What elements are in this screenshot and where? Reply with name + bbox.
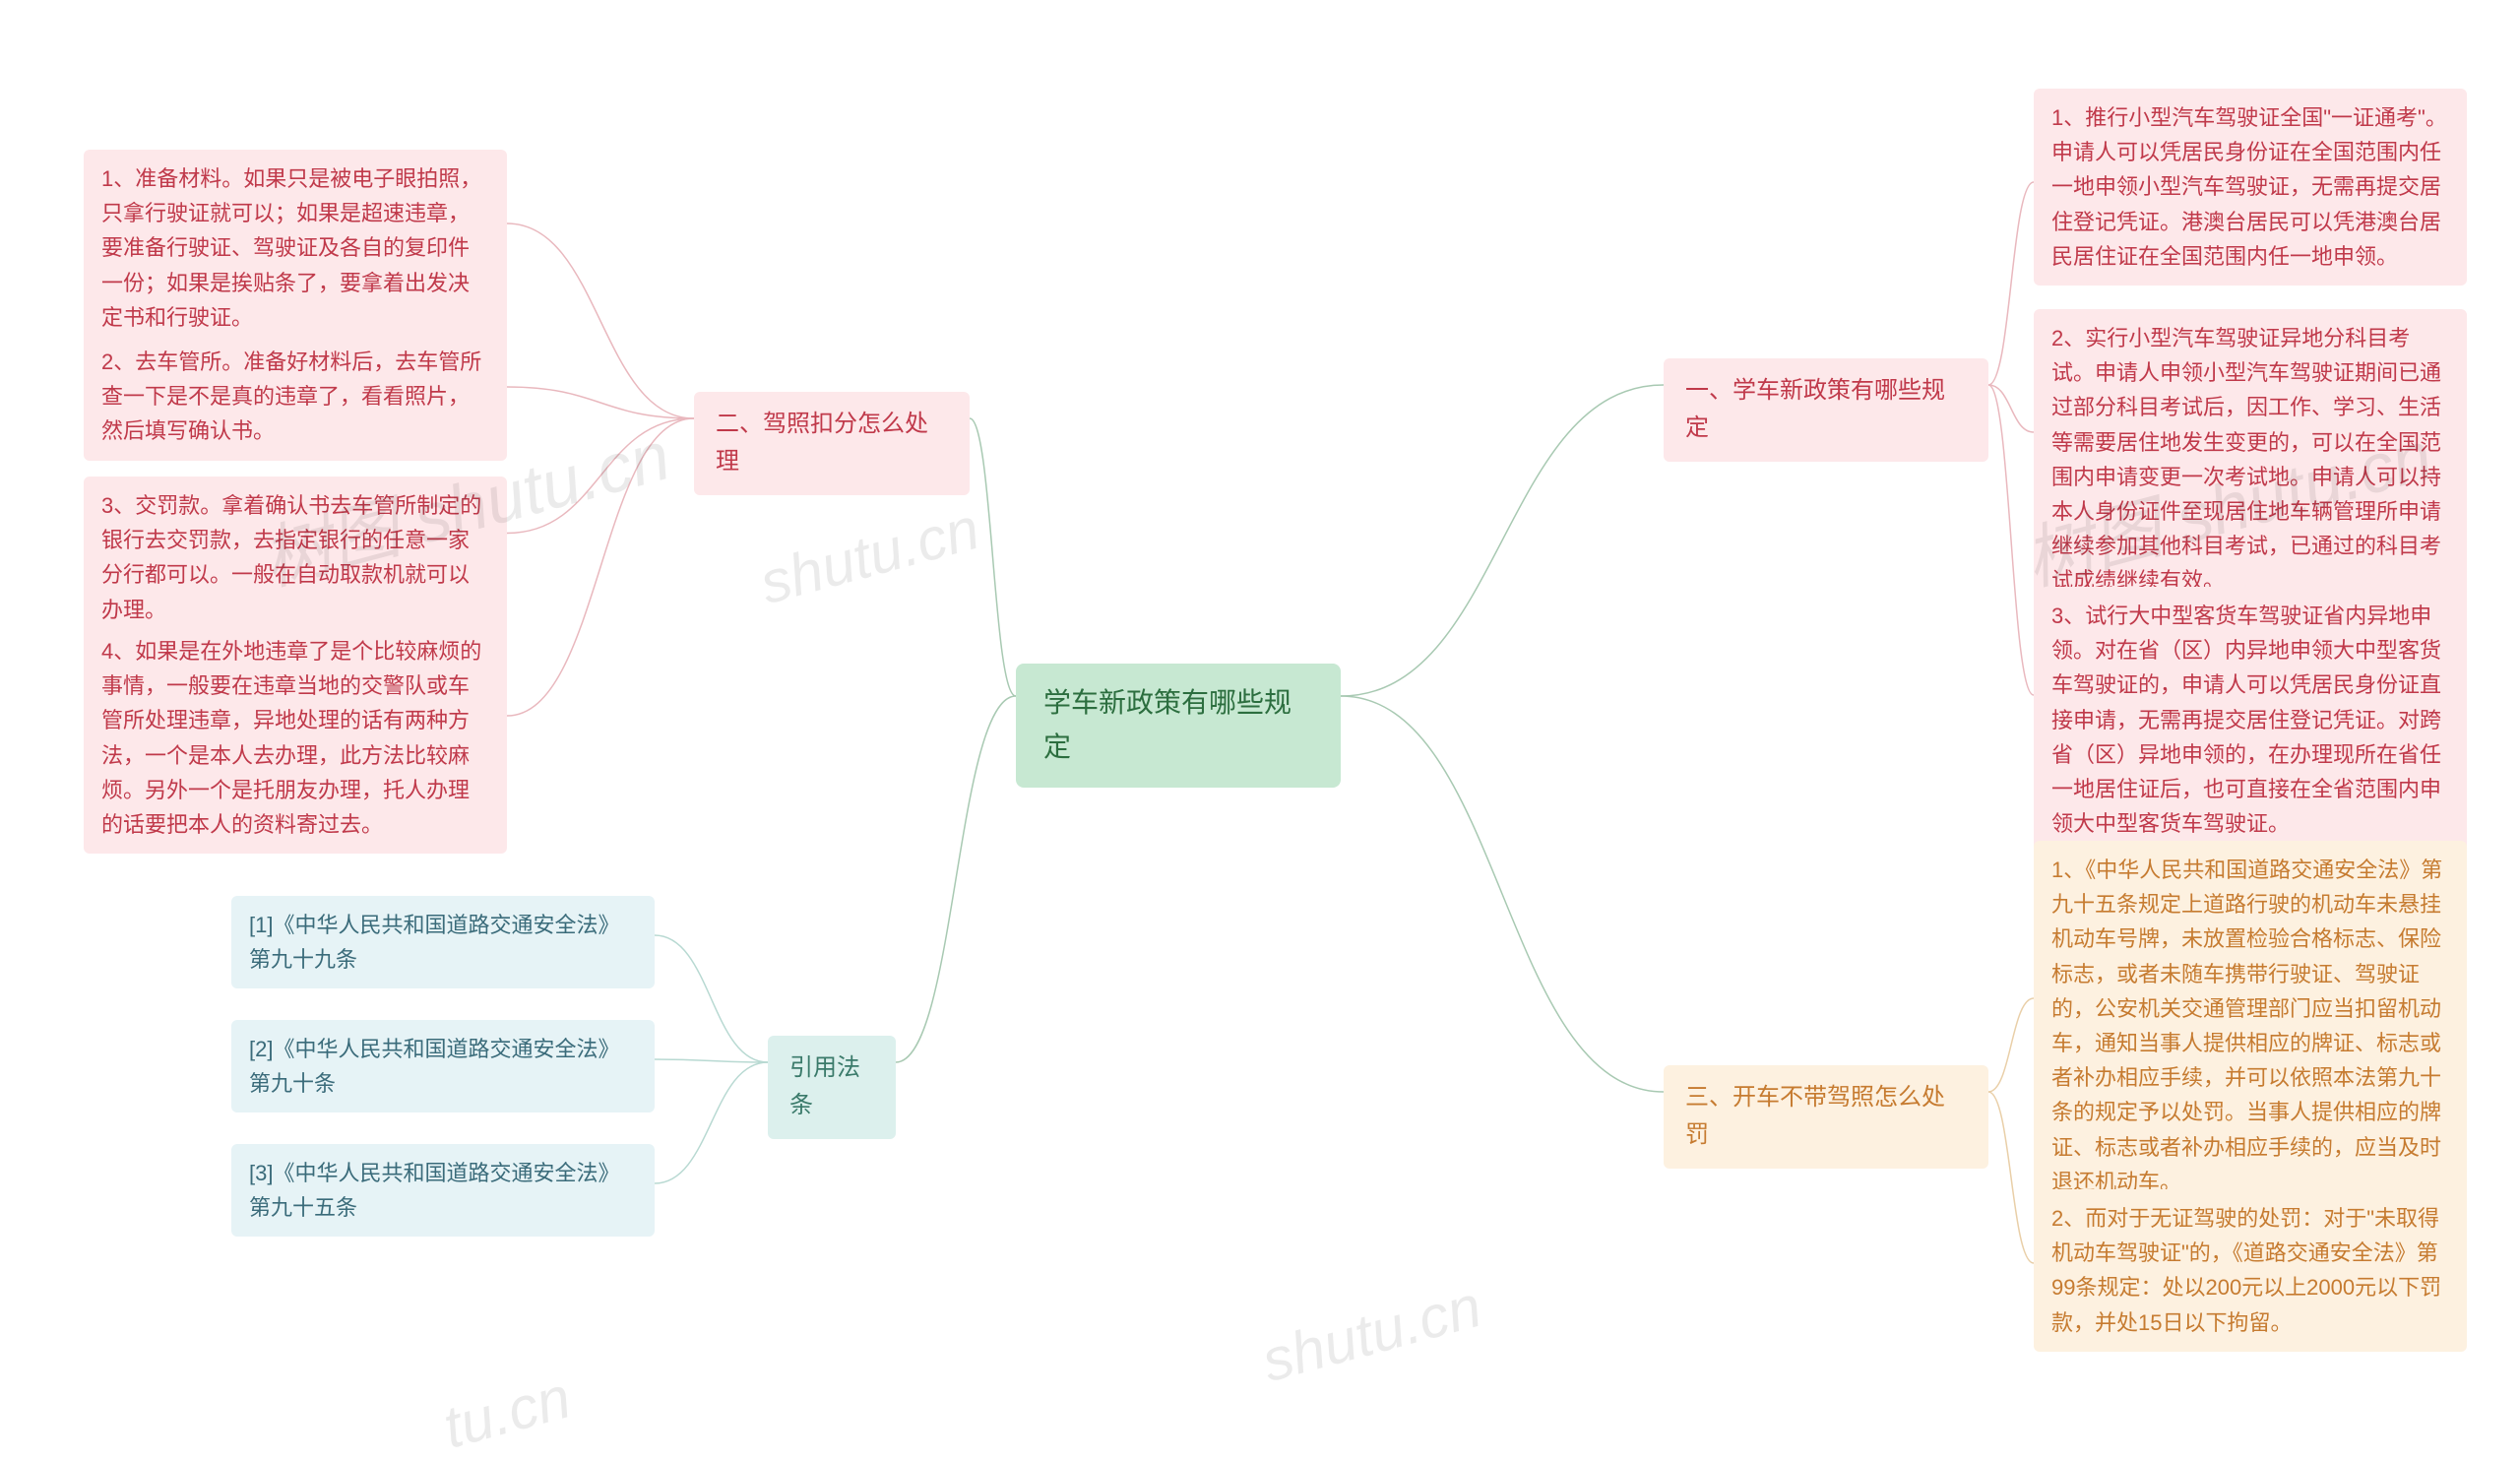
branch-b2: 二、驾照扣分怎么处理 [694,392,970,495]
branch-b3: 三、开车不带驾照怎么处罚 [1664,1065,1988,1169]
watermark: tu.cn [436,1363,578,1461]
branch-b1: 一、学车新政策有哪些规定 [1664,358,1988,462]
leaf-b3-0: 1、《中华人民共和国道路交通安全法》第九十五条规定上道路行驶的机动车未悬挂机动车… [2034,841,2467,1211]
watermark: shutu.cn [1255,1272,1488,1395]
leaf-b4-0: [1]《中华人民共和国道路交通安全法》 第九十九条 [231,896,655,988]
leaf-b3-1: 2、而对于无证驾驶的处罚：对于"未取得机动车驾驶证"的，《道路交通安全法》第99… [2034,1189,2467,1352]
watermark: shutu.cn [753,494,986,617]
leaf-b4-1: [2]《中华人民共和国道路交通安全法》 第九十条 [231,1020,655,1112]
leaf-b1-1: 2、实行小型汽车驾驶证异地分科目考试。申请人申领小型汽车驾驶证期间已通过部分科目… [2034,309,2467,610]
leaf-b4-2: [3]《中华人民共和国道路交通安全法》 第九十五条 [231,1144,655,1237]
leaf-b2-2: 3、交罚款。拿着确认书去车管所制定的银行去交罚款，去指定银行的任意一家分行都可以… [84,477,507,639]
leaf-b1-2: 3、试行大中型客货车驾驶证省内异地申领。对在省（区）内异地申领大中型客货车驾驶证… [2034,587,2467,853]
leaf-b2-3: 4、如果是在外地违章了是个比较麻烦的事情，一般要在违章当地的交警队或车管所处理违… [84,622,507,854]
branch-b4: 引用法条 [768,1036,896,1139]
leaf-b2-0: 1、准备材料。如果只是被电子眼拍照，只拿行驶证就可以；如果是超速违章，要准备行驶… [84,150,507,347]
leaf-b2-1: 2、去车管所。准备好材料后，去车管所查一下是不是真的违章了，看看照片，然后填写确… [84,333,507,461]
center-node: 学车新政策有哪些规定 [1016,664,1341,788]
leaf-b1-0: 1、推行小型汽车驾驶证全国"一证通考"。申请人可以凭居民身份证在全国范围内任一地… [2034,89,2467,286]
